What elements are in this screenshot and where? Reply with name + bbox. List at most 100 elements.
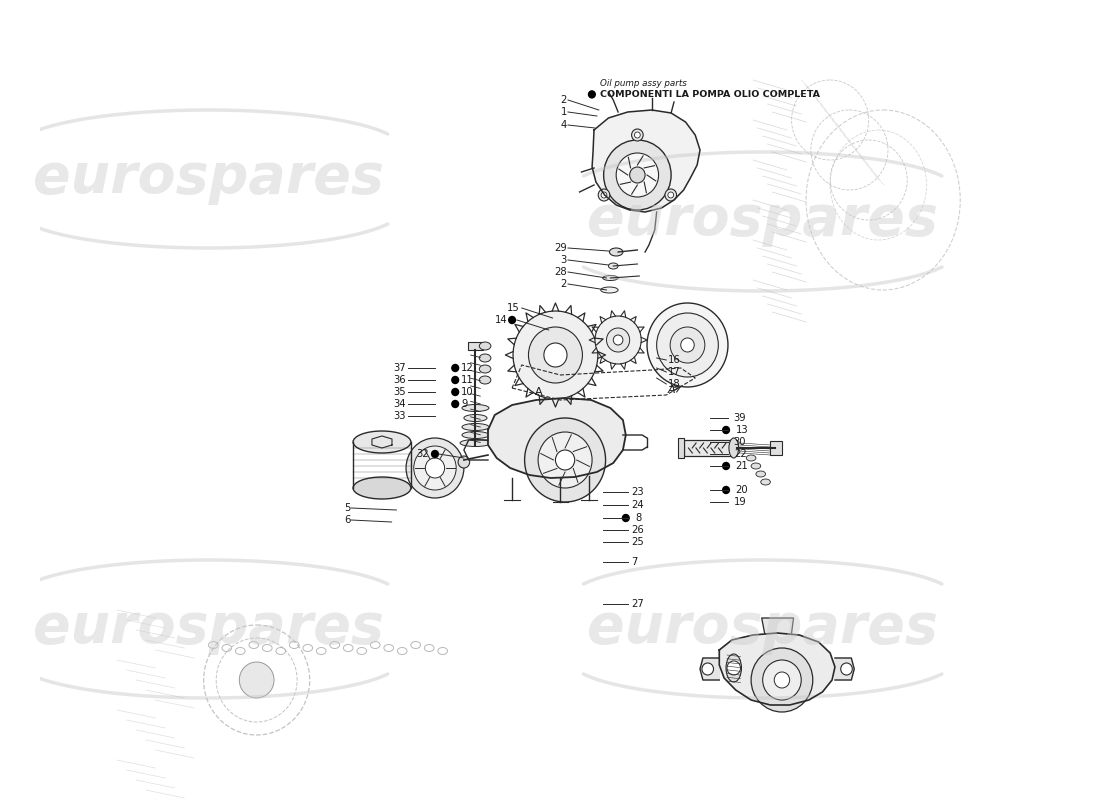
Circle shape <box>543 343 566 367</box>
Circle shape <box>702 663 714 675</box>
Text: A: A <box>536 387 543 397</box>
Circle shape <box>629 167 645 183</box>
Bar <box>468 342 483 350</box>
Text: 30: 30 <box>734 437 746 447</box>
Circle shape <box>452 365 459 371</box>
Circle shape <box>588 91 595 98</box>
Circle shape <box>751 648 813 712</box>
Text: 3: 3 <box>561 255 566 265</box>
Ellipse shape <box>480 354 491 362</box>
Circle shape <box>614 335 623 345</box>
Circle shape <box>414 446 456 490</box>
Text: eurospares: eurospares <box>587 601 938 655</box>
Polygon shape <box>488 398 626 478</box>
Ellipse shape <box>746 455 756 461</box>
Ellipse shape <box>480 342 491 350</box>
Circle shape <box>604 140 671 210</box>
Circle shape <box>666 189 676 201</box>
Circle shape <box>556 450 574 470</box>
Circle shape <box>616 153 659 197</box>
Circle shape <box>774 672 790 688</box>
Text: 14: 14 <box>495 315 507 325</box>
Ellipse shape <box>608 263 618 269</box>
Ellipse shape <box>751 463 761 469</box>
Text: 23: 23 <box>631 487 645 497</box>
Text: 12: 12 <box>461 363 474 373</box>
Circle shape <box>668 192 673 198</box>
Ellipse shape <box>729 438 738 458</box>
Text: eurospares: eurospares <box>33 151 384 205</box>
Text: 39: 39 <box>734 413 747 423</box>
Text: 20: 20 <box>736 485 748 495</box>
Text: 33: 33 <box>394 411 406 421</box>
Circle shape <box>762 660 801 700</box>
Ellipse shape <box>601 287 618 293</box>
Text: 10: 10 <box>461 387 474 397</box>
Polygon shape <box>761 618 793 633</box>
Text: 5: 5 <box>344 503 350 513</box>
Text: 29: 29 <box>554 243 566 253</box>
Circle shape <box>723 486 729 494</box>
Ellipse shape <box>480 365 491 373</box>
Circle shape <box>452 401 459 407</box>
Circle shape <box>840 663 852 675</box>
Bar <box>770 441 782 455</box>
Circle shape <box>598 189 609 201</box>
Text: 9: 9 <box>461 399 468 409</box>
Circle shape <box>525 418 606 502</box>
Ellipse shape <box>480 376 491 384</box>
Bar <box>678 438 683 458</box>
Circle shape <box>431 450 438 458</box>
Polygon shape <box>835 658 855 680</box>
Circle shape <box>723 462 729 470</box>
Text: 36: 36 <box>394 375 406 385</box>
Circle shape <box>606 328 629 352</box>
Text: 15: 15 <box>507 303 520 313</box>
Ellipse shape <box>761 479 770 485</box>
Text: 32: 32 <box>417 449 429 459</box>
Text: 35: 35 <box>394 387 406 397</box>
Text: 16: 16 <box>668 355 681 365</box>
Ellipse shape <box>462 405 488 411</box>
Ellipse shape <box>462 431 488 438</box>
Ellipse shape <box>756 471 766 477</box>
Circle shape <box>406 438 464 498</box>
Circle shape <box>601 192 607 198</box>
Circle shape <box>631 129 644 141</box>
Text: Oil pump assy parts: Oil pump assy parts <box>600 79 686 89</box>
Text: 7: 7 <box>631 557 638 567</box>
Circle shape <box>595 316 641 364</box>
Text: COMPONENTI LA POMPA OLIO COMPLETA: COMPONENTI LA POMPA OLIO COMPLETA <box>600 90 820 99</box>
Text: 18: 18 <box>668 379 681 389</box>
Text: 8: 8 <box>636 513 641 523</box>
Circle shape <box>458 456 470 468</box>
Circle shape <box>727 661 740 675</box>
Text: 6: 6 <box>344 515 350 525</box>
Circle shape <box>657 313 718 377</box>
Text: 25: 25 <box>631 537 645 547</box>
Text: 17: 17 <box>668 367 681 377</box>
Text: eurospares: eurospares <box>33 601 384 655</box>
Text: 2: 2 <box>561 95 566 105</box>
Ellipse shape <box>609 248 623 256</box>
Circle shape <box>452 377 459 383</box>
Ellipse shape <box>464 414 487 422</box>
Text: 24: 24 <box>631 500 645 510</box>
Text: 22: 22 <box>734 449 747 459</box>
Circle shape <box>538 432 592 488</box>
Text: 4: 4 <box>561 120 566 130</box>
Text: 19: 19 <box>734 497 747 507</box>
Text: 21: 21 <box>736 461 748 471</box>
Ellipse shape <box>353 431 411 453</box>
Circle shape <box>452 389 459 395</box>
Text: 1: 1 <box>561 107 566 117</box>
Ellipse shape <box>462 423 488 430</box>
Polygon shape <box>700 658 719 680</box>
Circle shape <box>723 426 729 434</box>
Text: 28: 28 <box>554 267 566 277</box>
Circle shape <box>528 327 582 383</box>
Text: 2: 2 <box>561 279 566 289</box>
Text: 34: 34 <box>394 399 406 409</box>
Text: eurospares: eurospares <box>587 193 938 247</box>
Circle shape <box>240 662 274 698</box>
